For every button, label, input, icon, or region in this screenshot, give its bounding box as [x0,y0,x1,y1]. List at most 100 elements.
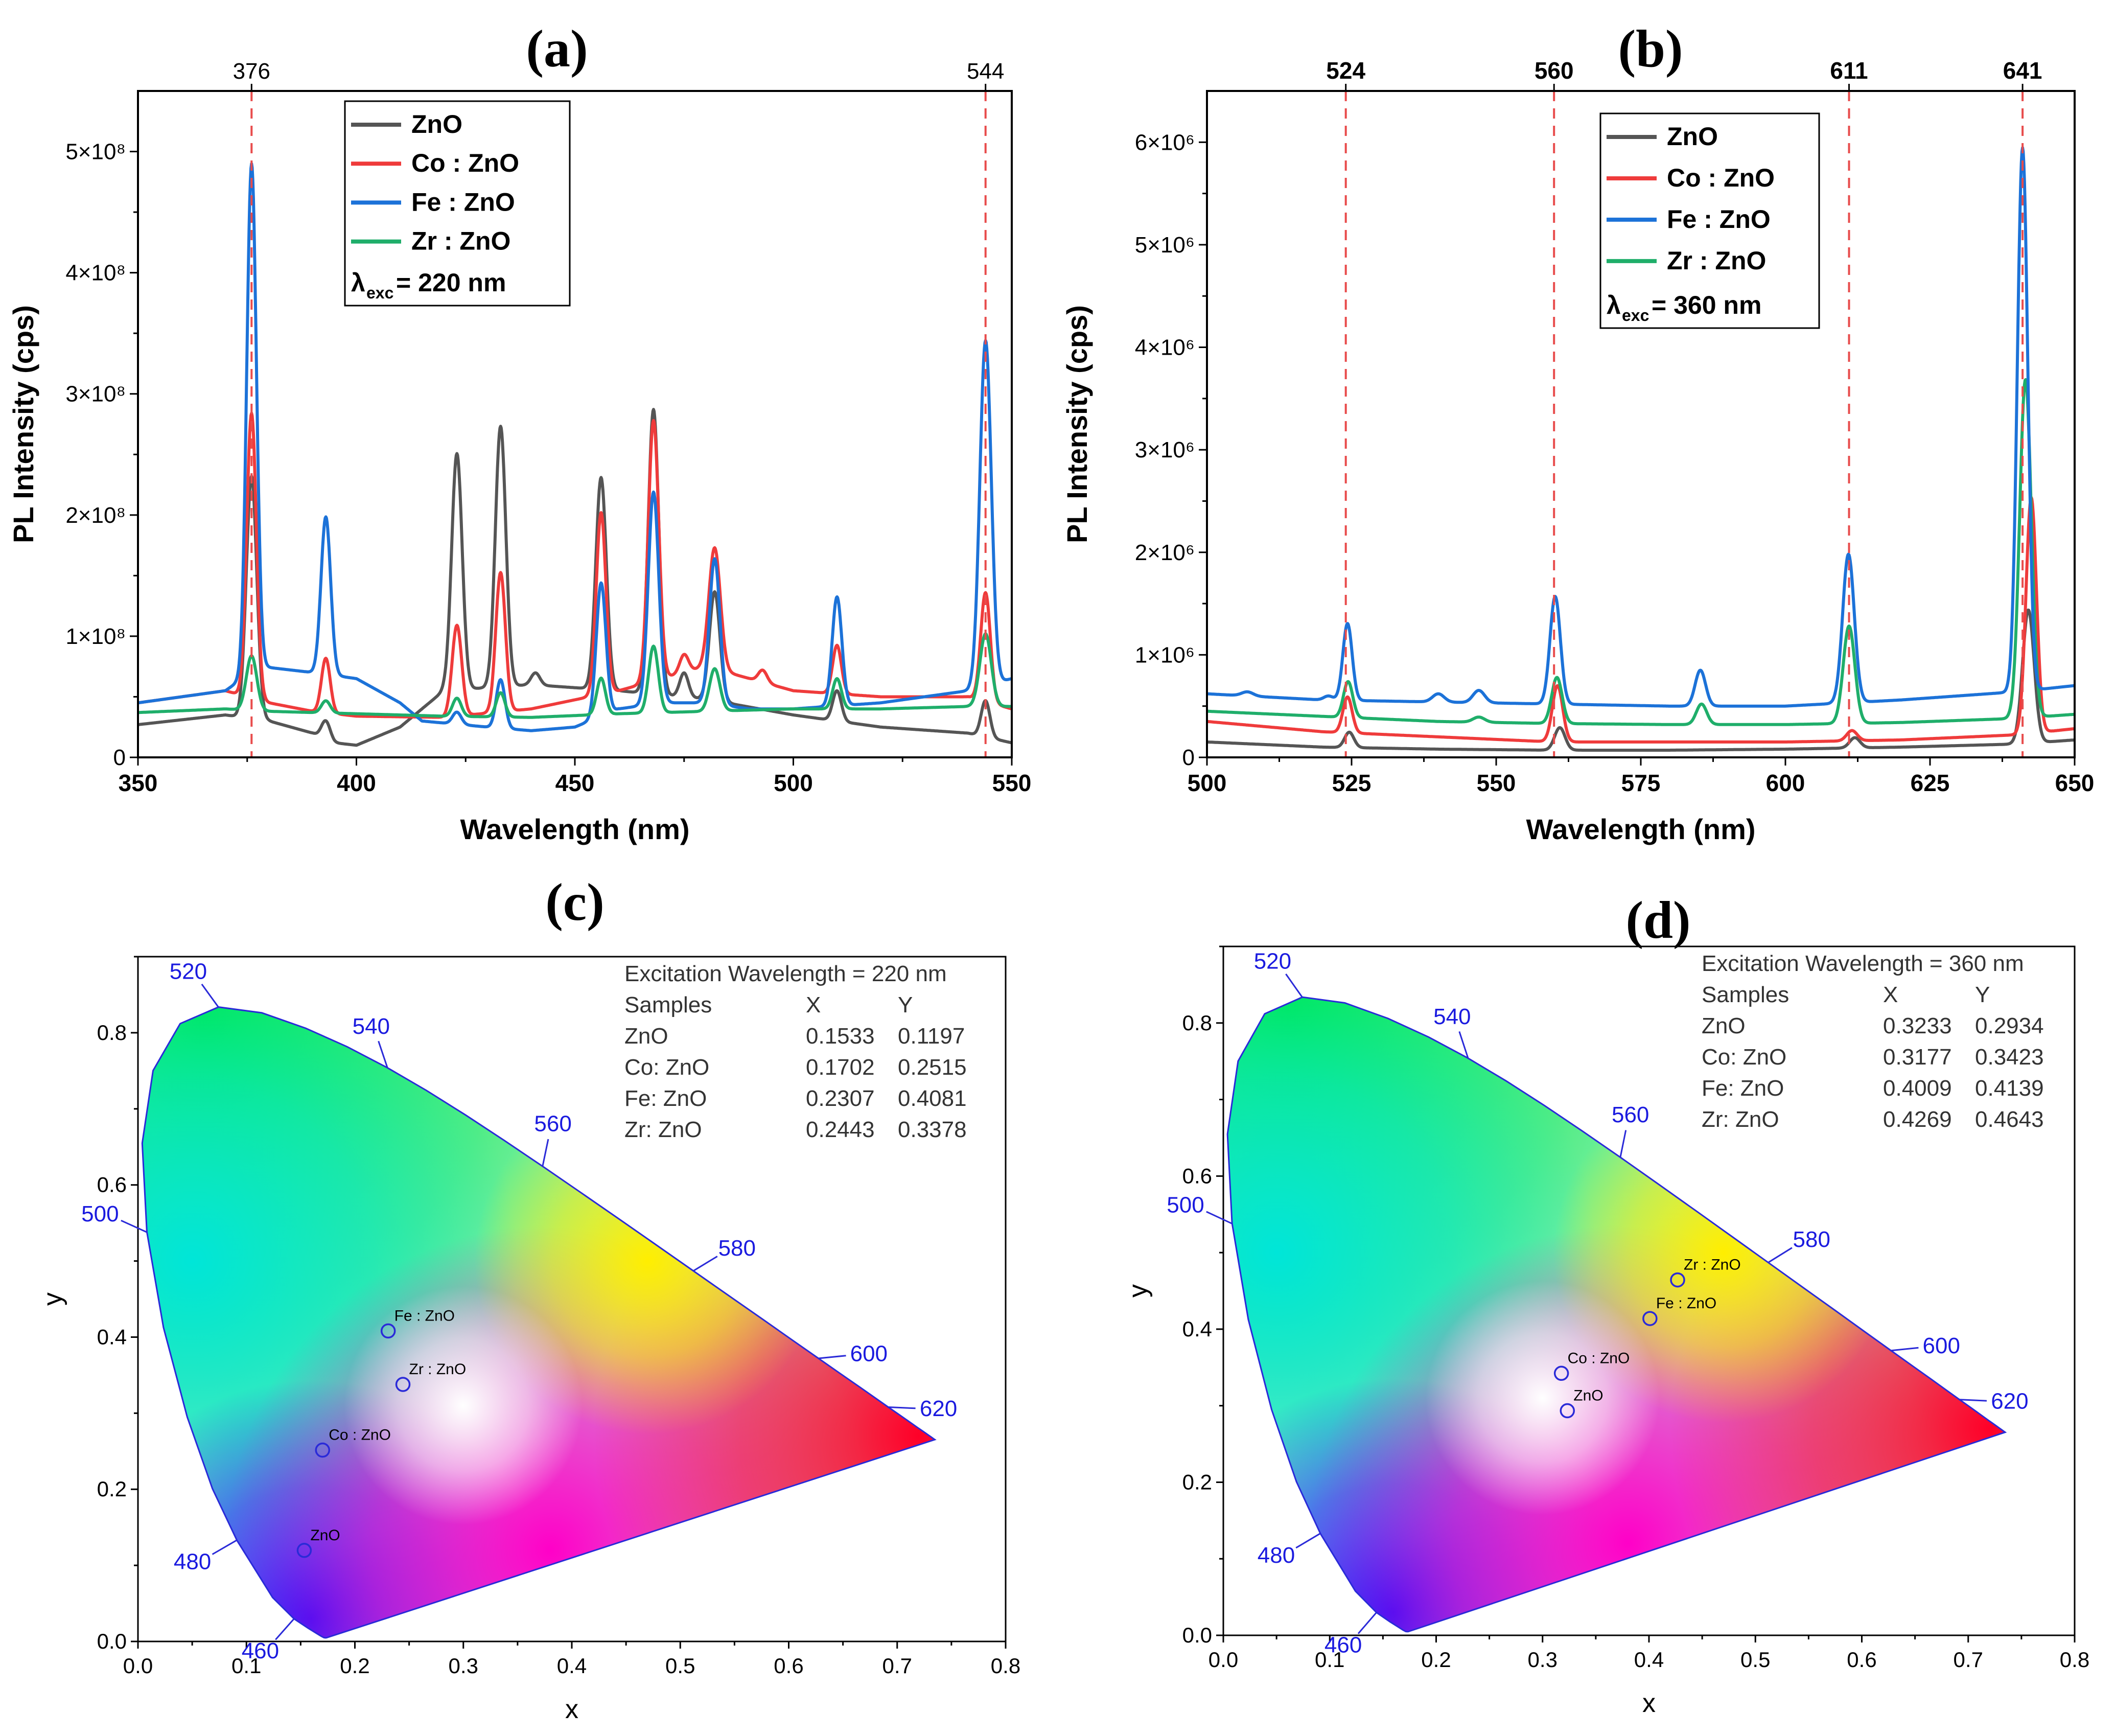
wavelength-label: 520 [170,959,207,984]
sample-point-label: Co : ZnO [329,1427,391,1444]
x-tick-label: 450 [555,770,595,796]
sample-point-label: Co : ZnO [1568,1350,1630,1367]
table-cell: 0.3233 [1883,1013,1952,1038]
legend: ZnO Co : ZnO Fe : ZnO Zr : ZnO λ exc = 360 nm [1599,112,1820,329]
x-tick-label: 575 [1621,770,1661,796]
sample-point [315,1442,330,1458]
table-cell: Zr: ZnO [1702,1107,1779,1132]
y-tick-label: 0 [113,745,126,770]
table-header: X [1883,982,1898,1007]
table-header: X [806,992,821,1017]
wavelength-tick [1285,974,1303,998]
table-cell: 0.1197 [898,1024,965,1049]
wavelength-label: 480 [1258,1543,1295,1568]
coordinate-table: Excitation Wavelength = 360 nm Samples X Y Z… [1702,951,2044,1132]
legend-entry: Co : ZnO [1667,164,1775,192]
wavelength-tick [887,1406,916,1409]
x-tick-label: 350 [119,770,158,796]
x-tick-label: 0.3 [449,1654,478,1678]
table-cell: 0.4269 [1883,1107,1952,1132]
x-tick-label: 400 [337,770,376,796]
x-tick-label: 0.5 [1740,1648,1770,1672]
series-line-fezno [138,162,1012,732]
y-tick-label: 0.8 [1182,1011,1212,1035]
legend-entry: ZnO [411,110,462,138]
y-tick-label: 0.0 [1182,1623,1212,1647]
sample-point-label: ZnO [1573,1387,1603,1404]
wavelength-label: 580 [718,1236,756,1261]
table-cell: Co: ZnO [624,1055,709,1080]
x-tick-label: 0.6 [1847,1648,1876,1672]
table-cell: 0.1533 [806,1024,875,1049]
y-tick-label: 0.6 [1182,1164,1212,1188]
legend-note-value: = 220 nm [396,268,506,297]
table-cell: 0.2443 [806,1117,875,1142]
x-tick-label: 0.0 [1208,1648,1238,1672]
wavelength-label: 540 [353,1014,390,1039]
series-line-cozno [1207,496,2075,744]
y-tick-label: 4×10⁸ [65,261,126,286]
sample-point [1670,1272,1685,1288]
legend-entry: Fe : ZnO [1667,205,1771,234]
wavelength-tick [1295,1533,1321,1549]
series-line-zrzno [138,632,1012,719]
panel-a: 376 544 350 400 450 500 550 0 1×10⁸ 2×10⁸ 3×10⁸ 4×1… [7,19,1031,845]
sample-point [380,1323,396,1339]
legend-entry: Co : ZnO [411,149,519,177]
y-tick-label: 5×10⁶ [1135,233,1195,258]
wavelength-label: 620 [920,1396,957,1421]
legend-entry: Fe : ZnO [411,188,515,216]
series-line-cozno [138,411,1012,719]
y-tick-label: 2×10⁸ [65,503,126,528]
x-tick-label: 0.2 [1421,1648,1451,1672]
wavelength-tick [818,1355,846,1359]
x-axis-label: Wavelength (nm) [1526,813,1755,845]
chromaticity-fill [142,1007,935,1638]
table-cell: 0.4139 [1975,1076,2044,1101]
plot-frame [137,90,1013,758]
x-tick-label: 0.4 [1634,1648,1664,1672]
table-header: Y [898,992,913,1017]
x-tick-label: 0.1 [1315,1648,1344,1672]
x-tick-label: 0.1 [231,1654,261,1678]
table-cell: Fe: ZnO [1702,1076,1784,1101]
sample-point-label: Zr : ZnO [409,1361,467,1378]
x-tick-label: 0.7 [1954,1648,1983,1672]
y-tick-label: 1×10⁶ [1135,642,1195,667]
sample-point-label: Zr : ZnO [1684,1257,1741,1274]
wavelength-tick [1206,1211,1233,1224]
table-cell: 0.3177 [1883,1045,1952,1070]
sample-point [1560,1403,1575,1419]
plot-area [1207,146,2075,752]
table-cell: 0.4643 [1975,1107,2044,1132]
table-cell: 0.1702 [806,1055,875,1080]
y-axis-label: y [1123,1284,1153,1298]
table-cell: 0.2515 [898,1055,967,1080]
table-cell: ZnO [1702,1013,1746,1038]
panel-title: (d) [1625,891,1690,950]
legend-note-subscript: exc [366,284,393,302]
wavelength-tick [1958,1399,1987,1402]
wavelength-tick [1357,1612,1378,1634]
y-tick-label: 3×10⁸ [65,382,126,407]
y-axis-label: PL Intensity (cps) [7,305,39,543]
x-tick-label: 600 [1766,770,1805,796]
wavelength-label: 620 [1991,1388,2028,1414]
x-tick-label: 0.8 [2060,1648,2089,1672]
peak-marker-label: 524 [1326,57,1365,84]
wavelength-tick [121,1219,147,1233]
peak-marker-label: 544 [967,59,1004,84]
panel-title: (c) [545,873,604,932]
wavelength-tick [201,983,219,1008]
y-tick-label: 2×10⁶ [1135,540,1195,565]
sample-point-label: Fe : ZnO [394,1307,455,1324]
coordinate-table: Excitation Wavelength = 220 nm Samples X Y Z… [624,961,967,1142]
wavelength-label: 540 [1433,1004,1471,1029]
wavelength-label: 500 [81,1201,119,1226]
wavelength-tick [1890,1347,1919,1352]
sample-point [296,1543,312,1558]
table-title: Excitation Wavelength = 360 nm [1702,951,2024,976]
y-tick-label: 6×10⁶ [1135,130,1195,155]
x-tick-label: 500 [774,770,813,796]
